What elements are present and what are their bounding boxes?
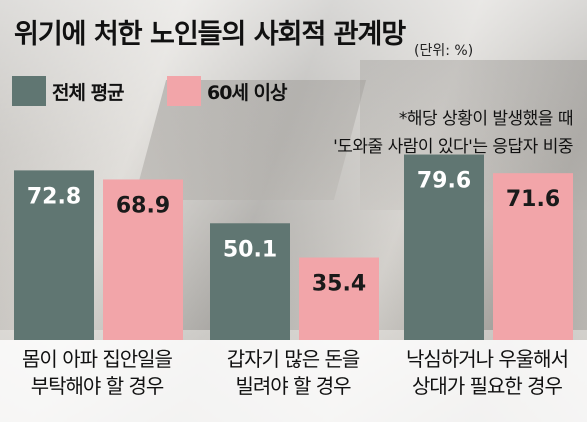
bar-all-2	[404, 154, 484, 340]
category-label-band	[0, 340, 587, 422]
bar-value-label: 35.4	[312, 272, 366, 297]
bar-60plus-0	[103, 179, 183, 340]
bar-value-label: 50.1	[223, 237, 277, 262]
legend-label-all: 전체 평균	[52, 81, 125, 104]
legend-label-60plus: 60세 이상	[207, 81, 287, 104]
category-label-depression: 낙심하거나 우울해서 상대가 필요한 경우	[392, 346, 582, 400]
unit-label: (단위: %)	[414, 43, 474, 59]
category-label-money: 갑자기 많은 돈을 빌려야 할 경우	[198, 346, 388, 400]
footnote-line-1: *해당 상황이 발생했을 때	[398, 109, 574, 129]
bar-all-0	[14, 170, 94, 340]
category-label-line: 몸이 아파 집안일을	[22, 347, 173, 371]
chart-title: 위기에 처한 노인들의 사회적 관계망	[14, 19, 406, 50]
bar-all-1	[210, 223, 290, 340]
category-label-line: 상대가 필요한 경우	[412, 374, 563, 398]
category-label-line: 갑자기 많은 돈을	[226, 347, 361, 371]
legend-swatch-60plus	[167, 76, 201, 106]
category-label-line: 부탁해야 할 경우	[30, 374, 165, 398]
bar-60plus-1	[299, 257, 379, 340]
legend-item-60plus: 60세 이상	[167, 76, 287, 106]
footnote-line-2: '도와줄 사람이 있다'는 응답자 비중	[333, 137, 573, 157]
category-label-line: 빌려야 할 경우	[235, 374, 351, 398]
bar-60plus-2	[493, 173, 573, 340]
legend-swatch-all	[12, 76, 46, 106]
bar-value-label: 72.8	[27, 184, 81, 209]
bar-value-label: 79.6	[417, 169, 471, 194]
category-label-housework: 몸이 아파 집안일을 부탁해야 할 경우	[2, 346, 192, 400]
category-label-line: 낙심하거나 우울해서	[406, 347, 569, 371]
bar-value-label: 68.9	[116, 193, 170, 218]
bar-value-label: 71.6	[506, 187, 560, 212]
legend-item-all: 전체 평균	[12, 76, 125, 106]
